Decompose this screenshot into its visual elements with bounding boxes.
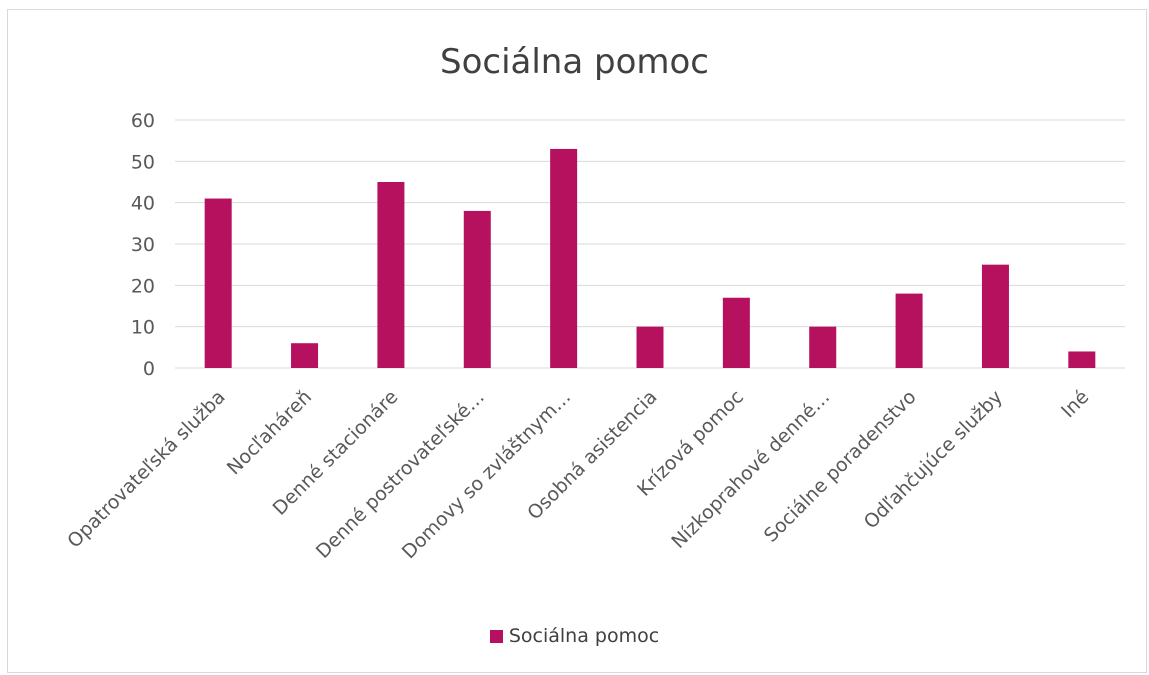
legend-label: Sociálna pomoc xyxy=(508,625,660,647)
x-tick-label: Domovy so zvláštnym… xyxy=(398,386,575,563)
y-tick-label: 20 xyxy=(131,275,155,297)
bar xyxy=(722,297,750,368)
bar xyxy=(550,148,578,368)
bar xyxy=(981,264,1009,368)
y-tick-label: 10 xyxy=(131,317,155,339)
x-tick-label: Sociálne poradenstvo xyxy=(760,386,921,547)
legend: Sociálna pomoc xyxy=(0,625,1149,647)
bar xyxy=(204,198,232,368)
bar xyxy=(463,210,491,368)
y-tick-label: 40 xyxy=(131,193,155,215)
y-tick-label: 60 xyxy=(131,110,155,132)
bar xyxy=(1068,351,1096,368)
y-tick-label: 50 xyxy=(131,151,155,173)
x-tick-label: Iné xyxy=(1057,386,1093,422)
bar xyxy=(291,343,319,368)
y-tick-label: 0 xyxy=(143,358,155,380)
x-tick-label: Nízkoprahové denné… xyxy=(667,386,834,553)
x-tick-label: Opatrovateľská služba xyxy=(63,386,229,552)
y-tick-label: 30 xyxy=(131,234,155,256)
bar xyxy=(636,326,664,368)
legend-swatch xyxy=(489,629,503,643)
bar xyxy=(377,182,405,368)
chart-title: Sociálna pomoc xyxy=(440,42,709,82)
x-tick-label: Denné postrovateľské… xyxy=(312,386,489,563)
x-tick-label: Nocľaháreň xyxy=(223,386,316,479)
bar xyxy=(809,326,837,368)
bar xyxy=(895,293,923,368)
